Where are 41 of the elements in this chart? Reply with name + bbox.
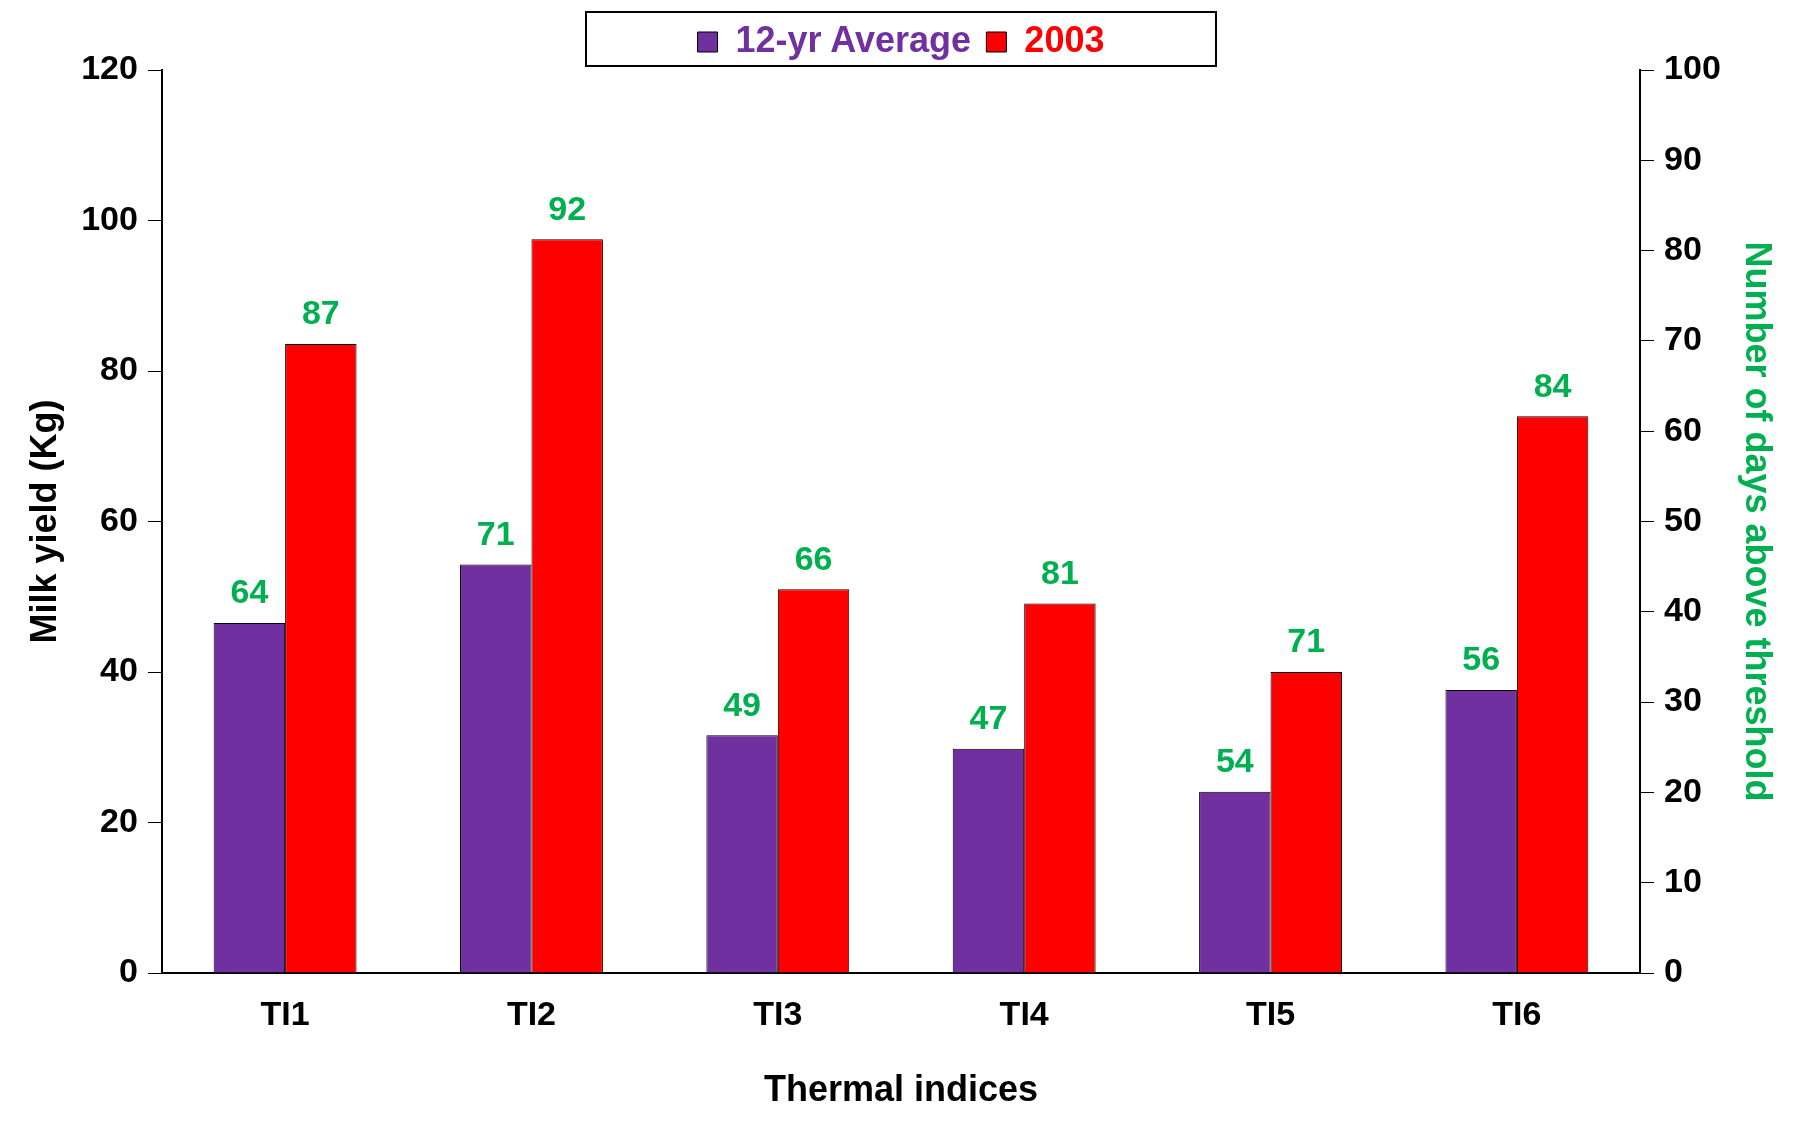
y-tick-label: 100 bbox=[81, 198, 138, 237]
y2-tick-label: 70 bbox=[1664, 319, 1702, 358]
y2-tick-label: 90 bbox=[1664, 138, 1702, 177]
legend-label: 12-yr Average bbox=[735, 18, 972, 60]
x-tick-label: TI3 bbox=[753, 993, 803, 1032]
y2-tick-label: 50 bbox=[1664, 499, 1702, 538]
y2-tick-label: 30 bbox=[1664, 680, 1702, 719]
y2-tick-label: 80 bbox=[1664, 228, 1702, 267]
y2-tick-label: 20 bbox=[1664, 770, 1702, 809]
annotation: 92 bbox=[548, 188, 587, 227]
y2-tick-label: 100 bbox=[1664, 48, 1721, 87]
x-axis-title: Thermal indices bbox=[763, 1068, 1039, 1110]
legend-label: 2003 bbox=[1024, 18, 1105, 60]
annotation: 56 bbox=[1462, 639, 1501, 678]
y2-axis-title: Number of days above threshold bbox=[1738, 241, 1780, 802]
annotation: 64 bbox=[230, 572, 269, 611]
y-tick-label: 120 bbox=[81, 48, 138, 87]
y2-tick-label: 0 bbox=[1664, 951, 1683, 990]
x-tick-label: TI6 bbox=[1492, 993, 1542, 1032]
annotation: 87 bbox=[301, 293, 340, 332]
y-tick-label: 20 bbox=[100, 800, 138, 839]
annotation: 49 bbox=[723, 684, 762, 723]
y2-tick-label: 40 bbox=[1664, 590, 1702, 629]
x-tick-label: TI2 bbox=[506, 993, 557, 1032]
y-tick-label: 0 bbox=[119, 951, 138, 990]
annotation: 54 bbox=[1215, 741, 1254, 780]
x-tick-label: TI4 bbox=[999, 993, 1049, 1032]
x-tick-label: TI5 bbox=[1245, 993, 1296, 1032]
annotation: 84 bbox=[1533, 365, 1572, 404]
y-tick-label: 80 bbox=[100, 349, 138, 388]
annotation: 71 bbox=[1287, 621, 1326, 660]
y2-tick-label: 60 bbox=[1664, 409, 1702, 448]
y-tick-label: 60 bbox=[100, 499, 138, 538]
y-tick-label: 40 bbox=[100, 650, 138, 689]
annotation: 81 bbox=[1040, 552, 1079, 591]
annotation: 71 bbox=[476, 513, 515, 552]
annotation: 47 bbox=[969, 698, 1008, 737]
x-tick-label: TI1 bbox=[260, 993, 310, 1032]
y2-tick-label: 10 bbox=[1664, 861, 1702, 900]
y-axis-title: Milk yield (Kg) bbox=[22, 399, 64, 644]
annotation: 66 bbox=[794, 538, 833, 577]
